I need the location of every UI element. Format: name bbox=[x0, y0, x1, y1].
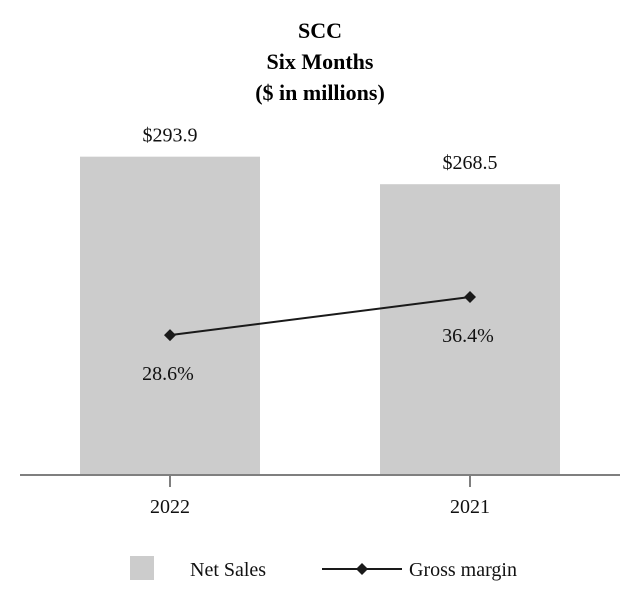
gross-margin-label-2021: 36.4% bbox=[442, 325, 494, 347]
bar-net-sales-2022 bbox=[80, 156, 260, 475]
legend: Net Sales Gross margin bbox=[130, 556, 517, 581]
gross-margin-group: 28.6% 36.4% bbox=[142, 291, 494, 385]
gross-margin-line bbox=[169, 296, 471, 337]
gross-margin-label-2022: 28.6% bbox=[142, 363, 194, 385]
legend-net-sales-swatch bbox=[130, 556, 154, 580]
chart-title-line-3: ($ in millions) bbox=[255, 80, 385, 105]
x-ticks-group: 2022 2021 bbox=[150, 475, 490, 518]
legend-gross-margin-label: Gross margin bbox=[409, 559, 517, 581]
x-tick-label-2021: 2021 bbox=[450, 496, 490, 518]
bars-group: $293.9 $268.5 bbox=[80, 125, 560, 475]
chart-title-line-2: Six Months bbox=[267, 49, 374, 74]
x-tick-label-2022: 2022 bbox=[150, 496, 190, 518]
chart-title-line-1: SCC bbox=[298, 18, 342, 43]
bar-net-sales-2021 bbox=[380, 184, 560, 475]
legend-net-sales-label: Net Sales bbox=[190, 559, 266, 581]
gross-margin-marker-2021 bbox=[464, 291, 476, 304]
gross-margin-marker-2022 bbox=[164, 329, 176, 342]
bar-label-2021: $268.5 bbox=[443, 152, 498, 174]
bar-label-2022: $293.9 bbox=[143, 125, 198, 147]
legend-gross-margin-marker bbox=[356, 563, 368, 575]
